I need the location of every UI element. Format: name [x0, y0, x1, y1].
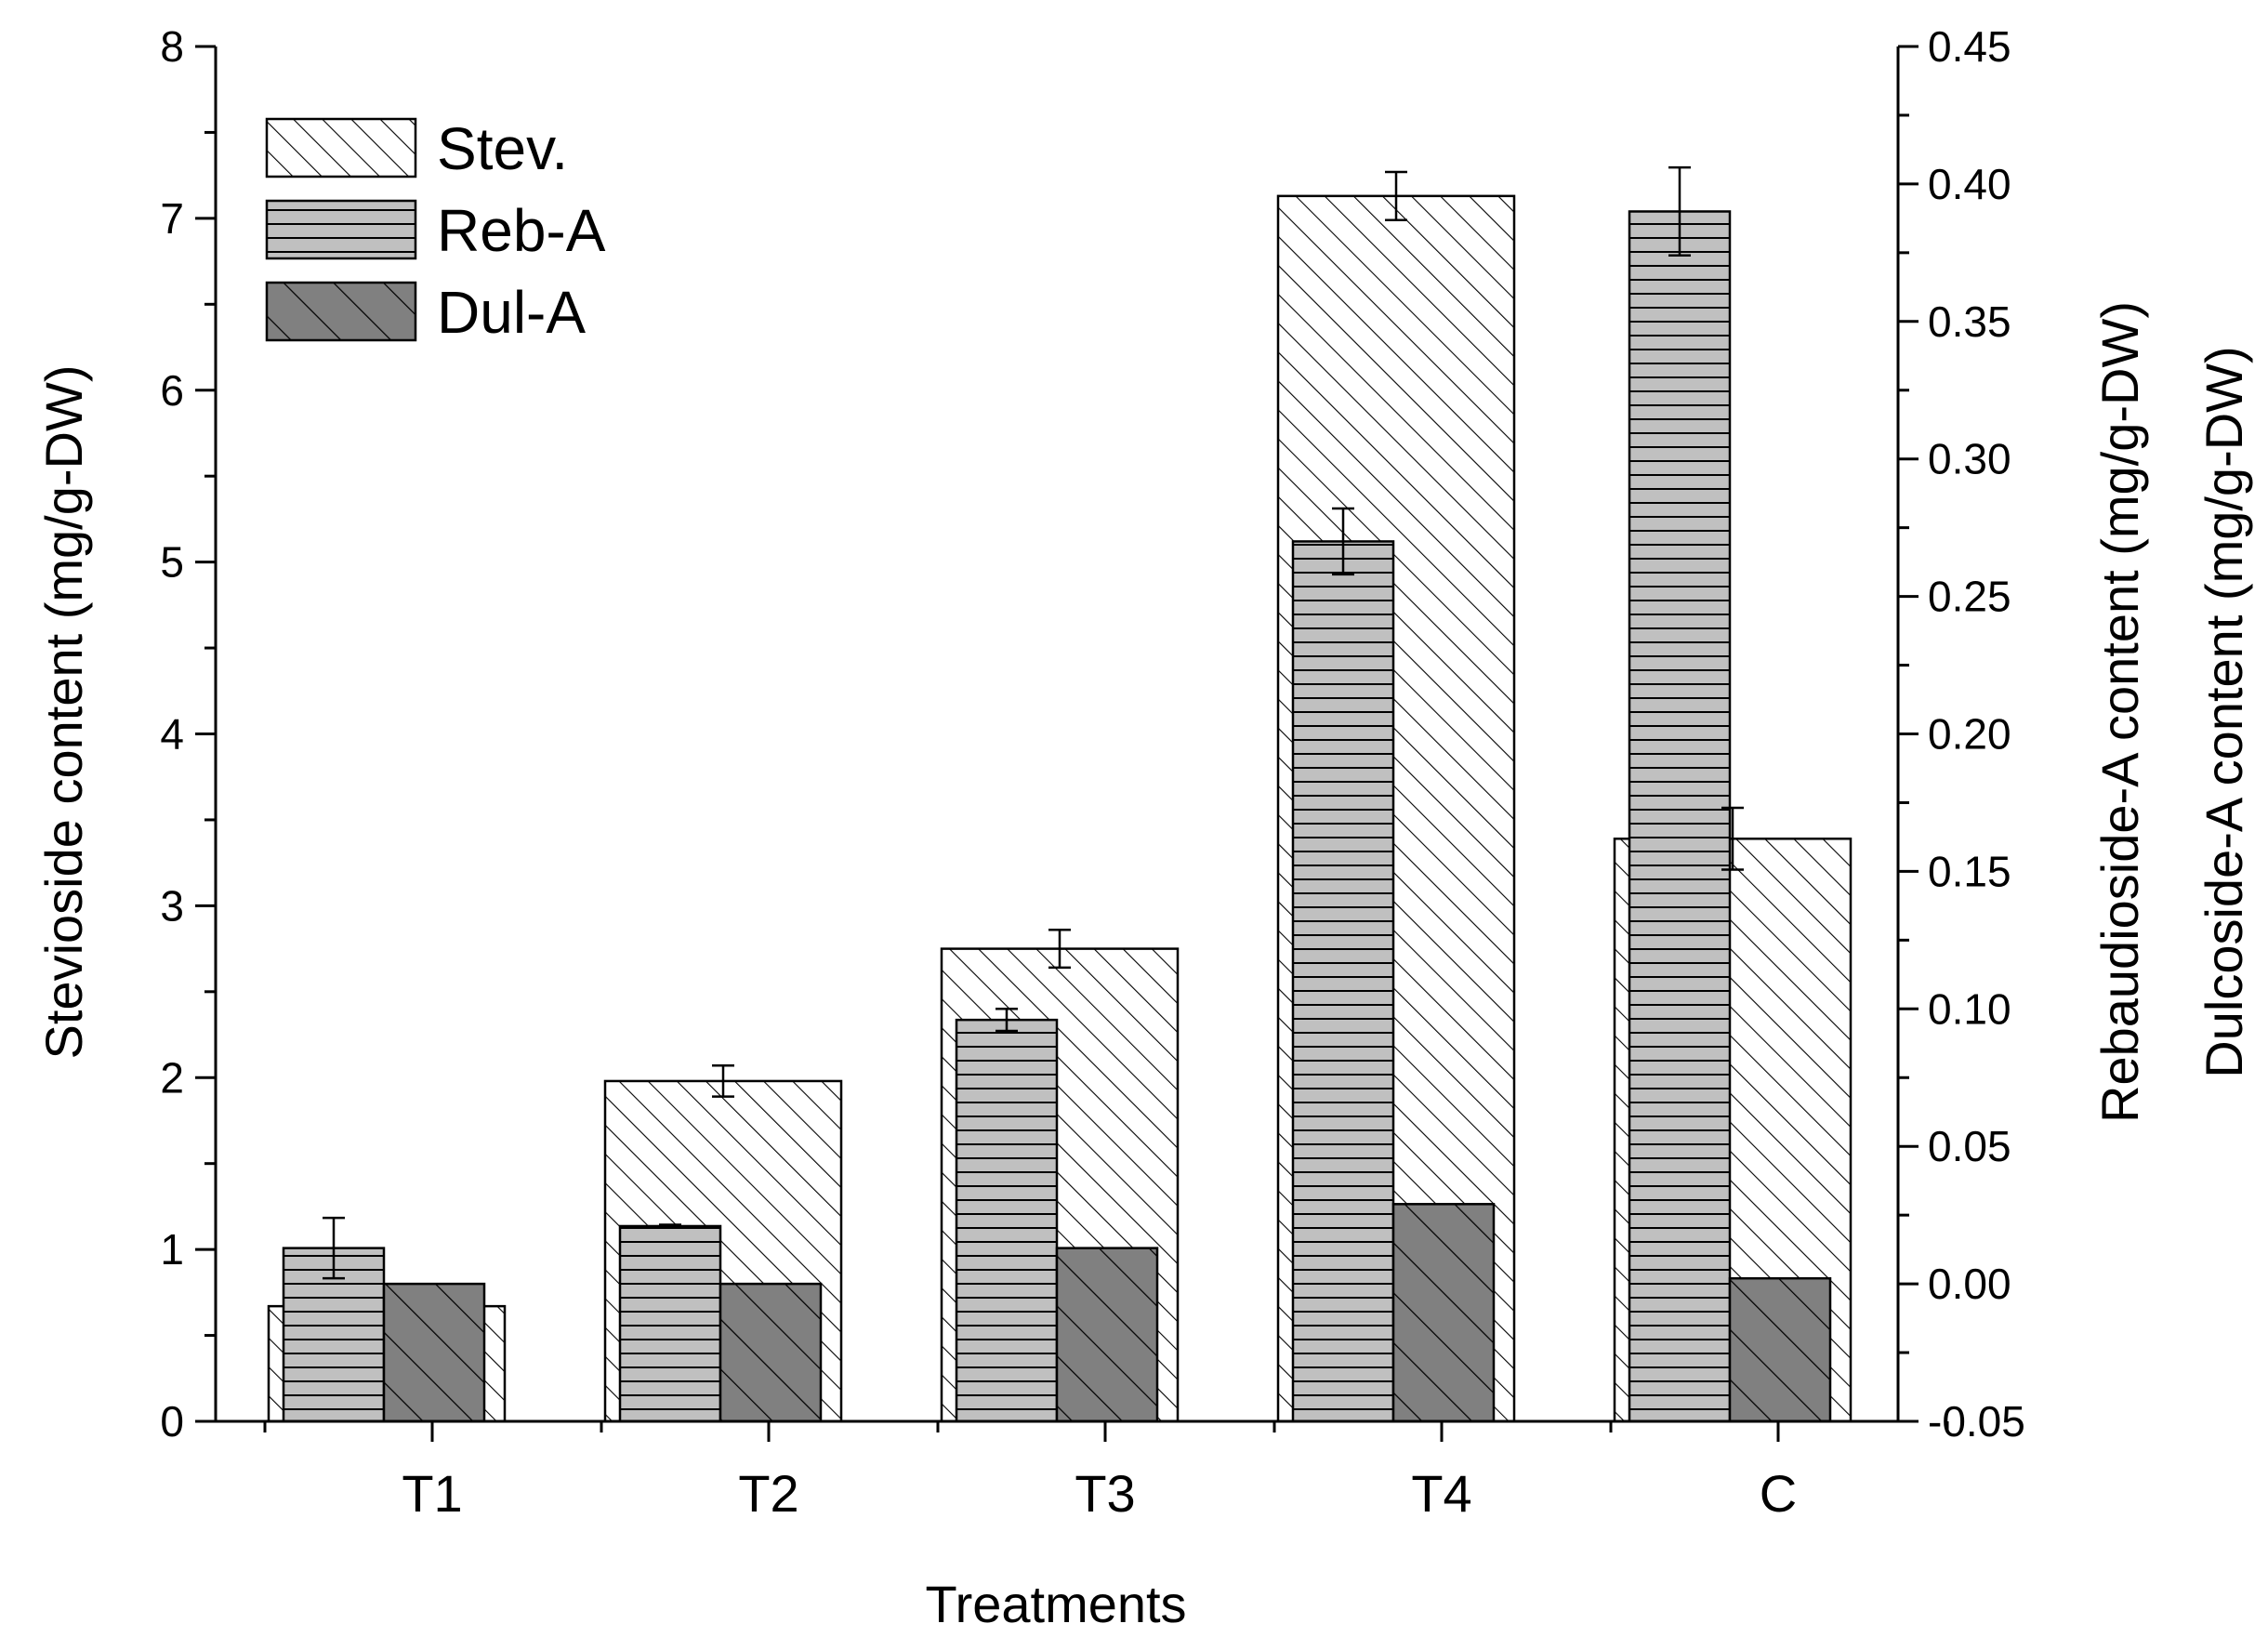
left-tick-label-2: 2 [160, 1053, 184, 1102]
bar-reb-C [1628, 210, 1732, 1423]
left-tick-label-6: 6 [160, 366, 184, 415]
x-tick-label-T1: T1 [402, 1464, 462, 1523]
right-y-axis-title-rebaudioside: Rebaudioside-A content (mg/g-DW) [2090, 301, 2149, 1123]
errorbar-reb-C [1668, 165, 1691, 257]
errorbar-stev-T2 [712, 1064, 734, 1098]
left-tick-label-1: 1 [160, 1225, 184, 1274]
tick-labels-layer: T1 T2 T3 T4 C 0 1 2 3 4 5 6 7 8 -0.05 0.00 0.05 0.10 0.15 0… [160, 22, 2024, 1523]
bar-dul-T3 [1055, 1247, 1159, 1423]
right-tick-label-5: 0.20 [1928, 710, 2011, 759]
x-axis-title: Treatments [925, 1575, 1186, 1633]
right-tick-label-1: 0.00 [1928, 1260, 2011, 1308]
left-tick-label-3: 3 [160, 881, 184, 930]
axes-layer [195, 45, 1949, 1442]
legend-swatch-reba [265, 199, 417, 260]
legend-swatch-stev [265, 117, 417, 178]
right-tick-label-2: 0.05 [1928, 1122, 2011, 1170]
left-tick-label-5: 5 [160, 538, 184, 587]
right-tick-label-4: 0.15 [1928, 847, 2011, 895]
right-tick-label-0: -0.05 [1928, 1397, 2025, 1446]
right-tick-label-8: 0.35 [1928, 297, 2011, 346]
bar-reb-T4 [1291, 540, 1395, 1423]
right-tick-label-7: 0.30 [1928, 435, 2011, 483]
errorbar-stev-T4 [1385, 170, 1407, 221]
errorbar-reb-T3 [996, 1008, 1018, 1033]
left-y-axis-title: Stevioside content (mg/g-DW) [34, 365, 93, 1060]
right-tick-label-6: 0.25 [1928, 573, 2011, 621]
bar-dul-T2 [719, 1282, 823, 1423]
x-tick-label-T3: T3 [1075, 1464, 1135, 1523]
left-tick-label-0: 0 [160, 1397, 184, 1446]
errorbar-reb-T4 [1332, 507, 1354, 576]
error-bars-layer [323, 165, 1744, 1280]
legend: Stev. Reb-A Dul-A [265, 115, 606, 346]
right-tick-label-9: 0.40 [1928, 160, 2011, 208]
legend-label-dula: Dul-A [437, 279, 586, 346]
errorbar-reb-T1 [323, 1216, 345, 1280]
left-tick-label-7: 7 [160, 194, 184, 243]
bar-reb-T2 [618, 1224, 722, 1423]
right-y-axis-title-dulcoside: Dulcoside-A content (mg/g-DW) [2195, 346, 2253, 1077]
errorbar-stev-C [1721, 806, 1744, 871]
bar-dul-T4 [1391, 1203, 1496, 1423]
bar-reb-T3 [955, 1018, 1059, 1423]
right-tick-label-10: 0.45 [1928, 22, 2011, 71]
legend-label-reba: Reb-A [437, 197, 606, 264]
x-tick-label-T2: T2 [738, 1464, 798, 1523]
x-tick-label-T4: T4 [1411, 1464, 1471, 1523]
left-tick-label-8: 8 [160, 22, 184, 71]
legend-label-stev: Stev. [437, 115, 568, 182]
errorbar-stev-T3 [1048, 929, 1071, 970]
bar-dul-T1 [382, 1282, 486, 1423]
bars-layer [267, 194, 1853, 1423]
left-tick-label-4: 4 [160, 710, 184, 759]
bar-dul-C [1728, 1276, 1832, 1423]
x-tick-label-C: C [1760, 1464, 1797, 1523]
errorbar-reb-T2 [659, 1223, 681, 1229]
legend-swatch-dula [265, 281, 417, 342]
right-tick-label-3: 0.10 [1928, 984, 2011, 1033]
